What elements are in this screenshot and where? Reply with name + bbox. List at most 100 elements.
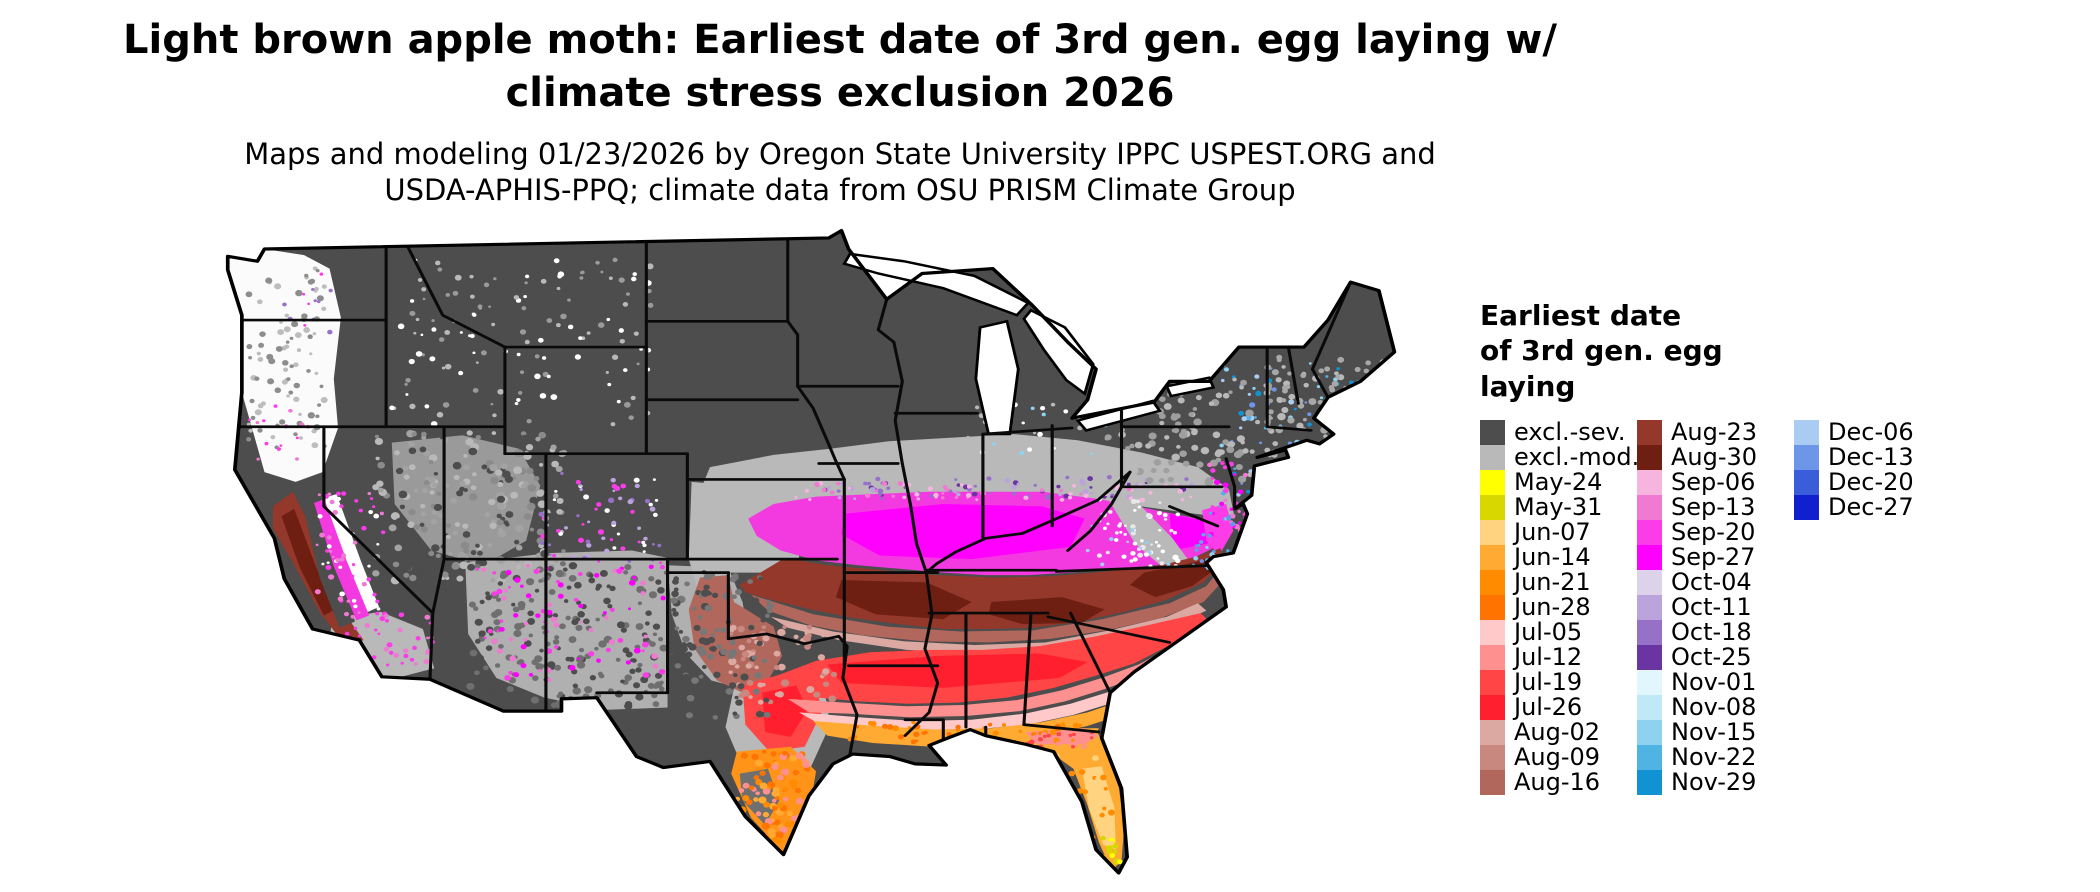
legend-swatch: [1637, 669, 1662, 695]
legend-label: Nov-08: [1671, 693, 1757, 722]
legend-title-line-2: of 3rd gen. egg: [1480, 334, 1723, 368]
legend-label: Aug-30: [1671, 443, 1758, 472]
subtitle-line-2: USDA-APHIS-PPQ; climate data from OSU PR…: [384, 173, 1296, 208]
subtitle: Maps and modeling 01/23/2026 by Oregon S…: [60, 136, 1620, 209]
legend-label: May-31: [1514, 493, 1603, 522]
legend-swatch: [1637, 619, 1662, 645]
legend-item: Sep-06: [1637, 468, 1794, 497]
legend-swatch: [1480, 644, 1505, 670]
page-title-line-2: climate stress exclusion 2026: [505, 69, 1175, 116]
legend-column-1: excl.-sev. excl.-mod. May-24 May-31 Jun-07 Ju…: [1480, 418, 1640, 797]
legend-item: Dec-27: [1794, 493, 1914, 522]
great-lakes: [842, 252, 1216, 436]
legend-item: Sep-13: [1637, 493, 1794, 521]
legend-column-2: Aug-23 Aug-30 Sep-06 Sep-13 Sep-20 Sep-27 Oct-…: [1637, 418, 1794, 797]
legend-swatch: [1637, 469, 1662, 495]
legend-item: Nov-15: [1637, 718, 1794, 746]
legend-swatch: [1637, 544, 1662, 570]
legend-item: Aug-16: [1480, 768, 1637, 797]
legend-label: Aug-16: [1514, 768, 1601, 797]
legend-item: Jul-12: [1480, 643, 1637, 671]
legend-item: Dec-06: [1794, 418, 1914, 447]
us-outline: [225, 228, 1397, 875]
legend-swatch: [1480, 569, 1505, 595]
legend-label: Aug-02: [1514, 718, 1601, 747]
legend-item: Oct-04: [1637, 568, 1794, 597]
legend-label: Jun-07: [1514, 518, 1591, 547]
legend-item: Jun-14: [1480, 543, 1637, 572]
legend-item: Nov-08: [1637, 693, 1794, 722]
legend-swatch: [1637, 419, 1662, 445]
legend-swatch: [1480, 544, 1505, 570]
legend-swatch: [1480, 769, 1505, 795]
legend-item: Jul-26: [1480, 693, 1637, 722]
legend-swatch: [1637, 644, 1662, 670]
lake-michigan: [974, 319, 1020, 436]
legend-swatch: [1480, 419, 1505, 445]
legend-label: Jun-14: [1514, 543, 1591, 572]
legend-title-line-1: Earliest date: [1480, 299, 1682, 332]
subtitle-line-1: Maps and modeling 01/23/2026 by Oregon S…: [244, 136, 1436, 171]
legend-label: Jul-26: [1514, 693, 1583, 722]
legend-swatch: [1480, 594, 1505, 620]
legend-item: Jul-05: [1480, 618, 1637, 647]
state-borders: [234, 239, 1353, 756]
legend-item: Nov-22: [1637, 743, 1794, 772]
legend-item: Oct-25: [1637, 643, 1794, 672]
legend-label: Jul-19: [1514, 668, 1583, 697]
legend-swatch: [1637, 769, 1662, 795]
legend-item: Jul-19: [1480, 668, 1637, 697]
lake-huron: [1022, 308, 1095, 396]
legend-label: Oct-04: [1671, 568, 1752, 597]
legend-label: Oct-25: [1671, 643, 1752, 672]
legend-label: May-24: [1514, 468, 1603, 497]
legend-label: Nov-22: [1671, 743, 1757, 772]
legend-item: excl.-mod.: [1480, 443, 1640, 472]
legend-swatch: [1637, 694, 1662, 720]
legend-item: Jun-21: [1480, 568, 1637, 597]
legend-item: excl.-sev.: [1480, 418, 1637, 447]
legend-item: Oct-18: [1637, 618, 1794, 646]
legend-swatch: [1480, 469, 1505, 495]
legend-swatch: [1480, 744, 1505, 770]
legend-label: Dec-27: [1828, 493, 1914, 522]
legend-item: Dec-20: [1794, 468, 1914, 497]
legend-item: May-24: [1480, 468, 1637, 497]
lake-superior: [842, 252, 1031, 317]
legend-label: Aug-09: [1514, 743, 1601, 772]
us-map: [215, 222, 1410, 884]
legend-swatch: [1794, 494, 1819, 520]
legend-swatch: [1480, 619, 1505, 645]
legend-swatch: [1637, 444, 1662, 470]
legend-swatch: [1637, 719, 1662, 745]
legend-swatch: [1480, 444, 1505, 470]
legend-item: Sep-27: [1637, 543, 1794, 571]
legend-label: Nov-29: [1671, 768, 1757, 797]
legend-label: Nov-01: [1671, 668, 1757, 697]
legend-swatch: [1480, 519, 1505, 545]
us-map-svg: [225, 228, 1397, 875]
legend-item: Nov-01: [1637, 668, 1794, 697]
legend-label: Jun-21: [1514, 568, 1591, 597]
legend-swatch: [1480, 694, 1505, 720]
legend-label: Oct-11: [1671, 593, 1752, 622]
legend-label: Jul-05: [1514, 618, 1583, 647]
legend-label: Dec-13: [1828, 443, 1914, 472]
legend-label: Dec-06: [1828, 418, 1914, 447]
legend-swatch: [1794, 419, 1819, 445]
legend-swatch: [1794, 469, 1819, 495]
legend-item: Aug-02: [1480, 718, 1637, 747]
legend-swatch: [1794, 444, 1819, 470]
legend-item: Dec-13: [1794, 443, 1914, 472]
legend-label: excl.-sev.: [1514, 418, 1626, 447]
legend-label: excl.-mod.: [1514, 443, 1640, 472]
legend-swatch: [1480, 494, 1505, 520]
page-title-line-1: Light brown apple moth: Earliest date of…: [123, 17, 1557, 63]
legend-item: Oct-11: [1637, 593, 1794, 622]
legend-swatch: [1637, 744, 1662, 770]
legend-label: Jun-28: [1514, 593, 1591, 622]
legend-label: Sep-06: [1671, 468, 1756, 497]
legend-title-line-3: laying: [1480, 369, 1576, 403]
legend-label: Dec-20: [1828, 468, 1914, 497]
